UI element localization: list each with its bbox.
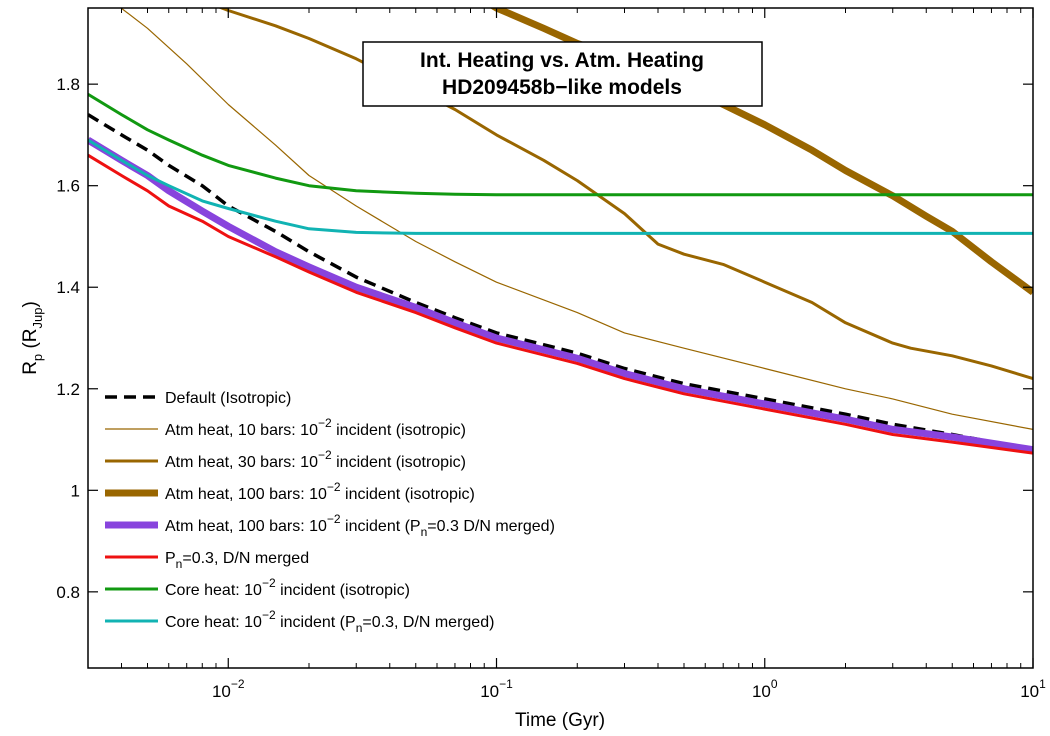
title-box-frame [362,41,763,107]
legend-entry-3: Atm heat, 30 bars: 10−2 incident (isotro… [165,448,466,471]
series-line-6 [88,153,1033,455]
series-line-4 [489,8,1033,296]
plot-frame [87,7,1034,669]
legend-entry-1: Default (Isotropic) [165,390,291,407]
legend-entry-7: Core heat: 10−2 incident (isotropic) [165,576,410,599]
y-axis-label: Rp (RJup) [20,301,45,375]
x-tick-label: 100 [752,677,778,701]
legend-entry-4: Atm heat, 100 bars: 10−2 incident (isotr… [165,480,475,503]
series-line-1 [88,113,1033,452]
x-axis-label: Time (Gyr) [515,710,605,731]
legend-entry-5: Atm heat, 100 bars: 10−2 incident (Pn=0.… [165,512,555,539]
y-tick-label: 1.6 [56,177,80,196]
series-line-5 [88,137,1033,454]
y-tick-label: 1 [71,481,80,500]
legend-entry-2: Atm heat, 10 bars: 10−2 incident (isotro… [165,416,466,439]
series-line-2 [120,8,1033,430]
series-layer [88,8,1033,455]
legend: Default (Isotropic) Atm heat, 10 bars: 10… [105,390,555,635]
y-tick-label: 0.8 [56,583,80,602]
tick-layer: 10−2 10−1 100 101 0.8 1 1.2 1.4 1.6 1.8 [56,8,1046,701]
y-tick-label: 1.4 [56,278,80,297]
y-tick-label: 1.8 [56,75,80,94]
series-line-8 [88,138,1033,235]
series-line-3 [217,8,1033,381]
legend-entry-6: Pn=0.3, D/N merged [165,550,309,571]
x-tick-label: 101 [1020,677,1046,701]
chart-title-line-1: Int. Heating vs. Atm. Heating [420,49,704,72]
series-line-7 [88,93,1033,197]
chart-title-line-2: HD209458b−like models [442,76,682,99]
x-tick-label: 10−1 [480,677,513,701]
y-tick-label: 1.2 [56,380,80,399]
title-box: Int. Heating vs. Atm. Heating HD209458b−l… [362,41,763,107]
x-tick-label: 10−2 [212,677,245,701]
legend-entry-8: Core heat: 10−2 incident (Pn=0.3, D/N me… [165,608,494,635]
